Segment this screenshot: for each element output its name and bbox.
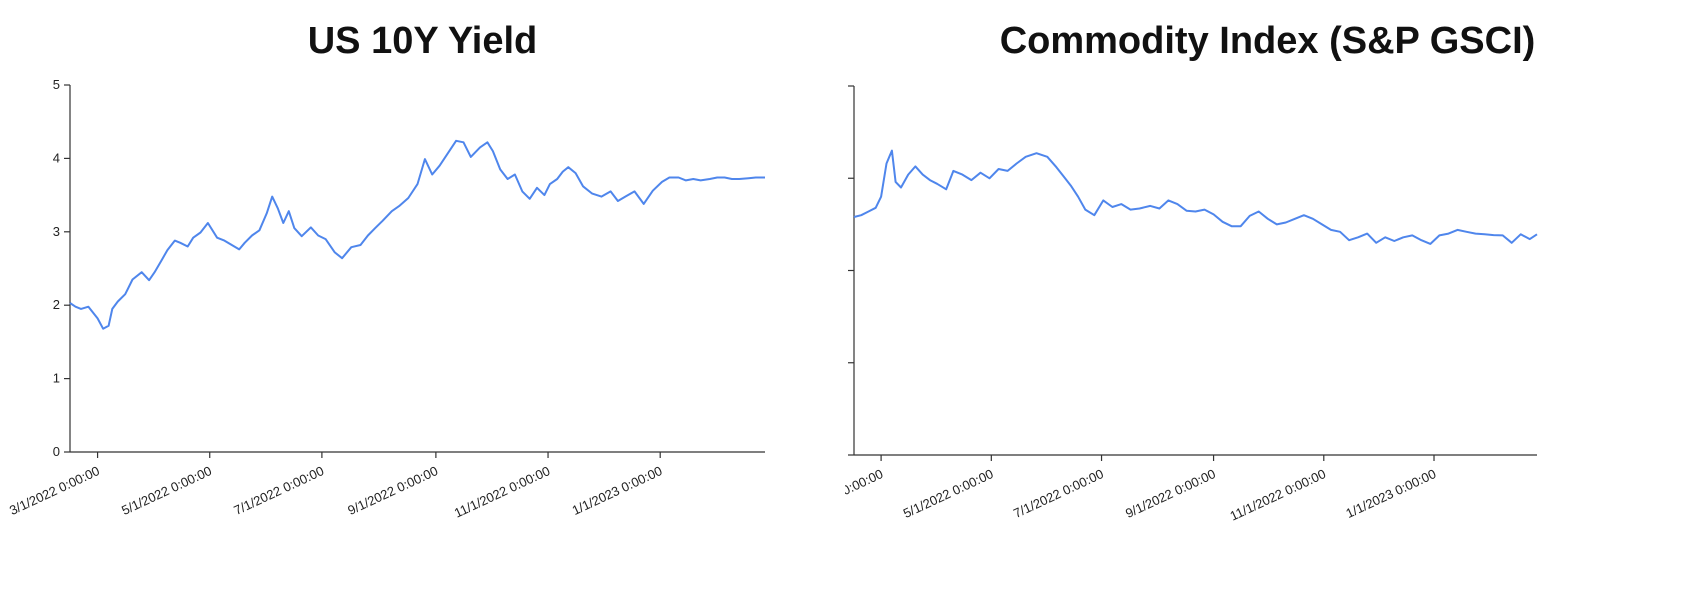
y-tick-label: 0 <box>53 444 60 459</box>
y-tick-label: 4 <box>53 150 60 165</box>
chart-title: Commodity Index (S&P GSCI) <box>999 20 1536 62</box>
x-tick-label: 5/1/2022 0:00:00 <box>901 466 996 521</box>
y-tick-label: 1 <box>53 371 60 386</box>
y-tick-label: 2 <box>53 297 60 312</box>
commodity-chart-plot: 025050075010003/1/2022 0:00:005/1/2022 0… <box>845 85 1538 524</box>
y-tick-label: 3 <box>53 224 60 239</box>
x-tick-label: 5/1/2022 0:00:00 <box>119 463 214 518</box>
chart-title: US 10Y Yield <box>307 20 538 62</box>
commodity-chart: Commodity Index (S&P GSCI) 0250500750100… <box>845 0 1690 590</box>
y-tick-label: 5 <box>53 77 60 92</box>
series-line <box>69 139 765 330</box>
x-tick-label: 9/1/2022 0:00:00 <box>1123 466 1218 521</box>
yield-chart: US 10Y Yield 0 1 2 3 4 5 3/1/2022 0:00:00 5/1/2… <box>7 20 765 521</box>
yield-chart-plot: 0 1 2 3 4 5 3/1/2022 0:00:00 5/1/2022 0:00:00 7/… <box>7 77 765 521</box>
x-tick-label: 11/1/2022 0:00:00 <box>1228 466 1328 523</box>
x-tick-label: 1/1/2023 0:00:00 <box>570 463 665 518</box>
x-tick-label: 7/1/2022 0:00:00 <box>231 463 326 518</box>
x-tick-label: 7/1/2022 0:00:00 <box>1011 466 1106 521</box>
x-tick-label: 3/1/2022 0:00:00 <box>845 466 885 521</box>
series-line <box>853 149 1538 245</box>
x-tick-label: 1/1/2023 0:00:00 <box>1343 466 1438 521</box>
x-tick-label: 3/1/2022 0:00:00 <box>7 463 102 518</box>
x-tick-label: 11/1/2022 0:00:00 <box>452 463 552 520</box>
x-tick-label: 9/1/2022 0:00:00 <box>345 463 440 518</box>
